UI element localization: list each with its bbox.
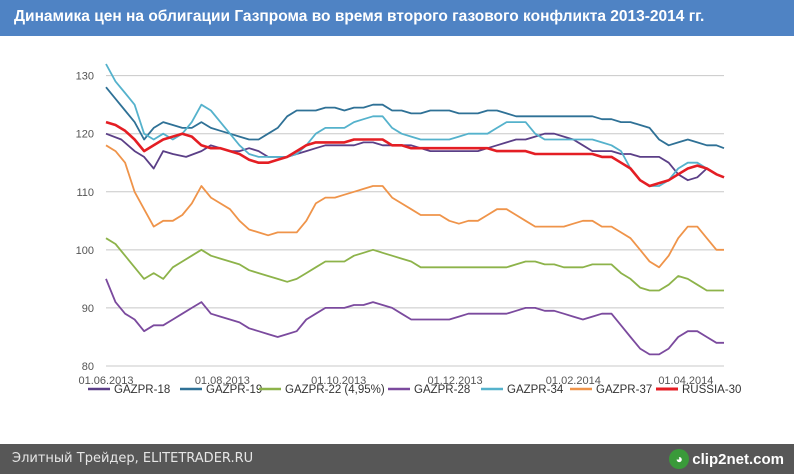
footer-bar: Элитный Трейдер, ELITETRADER.RU ◕ clip2n… <box>0 444 794 474</box>
clip2net-logo[interactable]: ◕ clip2net.com <box>669 448 784 470</box>
logo-icon: ◕ <box>669 449 690 469</box>
legend-label: GAZPR-37 <box>596 384 652 396</box>
series-line-russia-30 <box>105 120 725 188</box>
x-tick-label: 01.12.2013 <box>428 375 483 387</box>
legend-label: RUSSIA-30 <box>682 384 741 396</box>
line-chart: 80 90 100 110 120 130 01.06.2013 01.08.2013 01.1… <box>76 63 741 396</box>
series-line-gazpr-19 <box>105 86 725 150</box>
x-tick-label: 01.02.2014 <box>546 375 601 387</box>
x-tick-label: 01.10.2013 <box>311 375 366 387</box>
legend-label: GAZPR-34 <box>507 384 564 396</box>
y-tick-label: 120 <box>76 129 94 141</box>
y-tick-label: 110 <box>76 187 94 199</box>
chart-title: Динамика цен на облигации Газпрома во вр… <box>14 8 705 25</box>
series-line-gazpr-18 <box>105 132 725 182</box>
y-tick-label: 90 <box>82 303 94 315</box>
y-tick-label: 80 <box>82 361 94 373</box>
series-line-gazpr-34 <box>105 63 725 187</box>
title-bar: Динамика цен на облигации Газпрома во вр… <box>0 0 794 36</box>
series-line-gazpr-28 <box>105 278 724 356</box>
y-tick-label: 130 <box>76 71 94 83</box>
x-tick-label: 01.08.2013 <box>195 375 250 387</box>
legend-label: GAZPR-19 <box>206 384 262 396</box>
x-tick-label: 01.06.2013 <box>78 375 133 387</box>
series-line-gazpr-22-4-95- <box>105 237 724 292</box>
legend-label: GAZPR-18 <box>114 384 170 396</box>
source-credit: Элитный Трейдер, ELITETRADER.RU <box>12 451 254 466</box>
y-tick-label: 100 <box>76 245 94 257</box>
series-line-gazpr-37 <box>105 144 724 269</box>
legend-label: GAZPR-22 (4,95%) <box>285 384 385 396</box>
legend-label: GAZPR-28 <box>414 384 470 396</box>
logo-text: clip2net.com <box>692 450 784 468</box>
x-tick-label: 01.04.2014 <box>658 375 713 387</box>
